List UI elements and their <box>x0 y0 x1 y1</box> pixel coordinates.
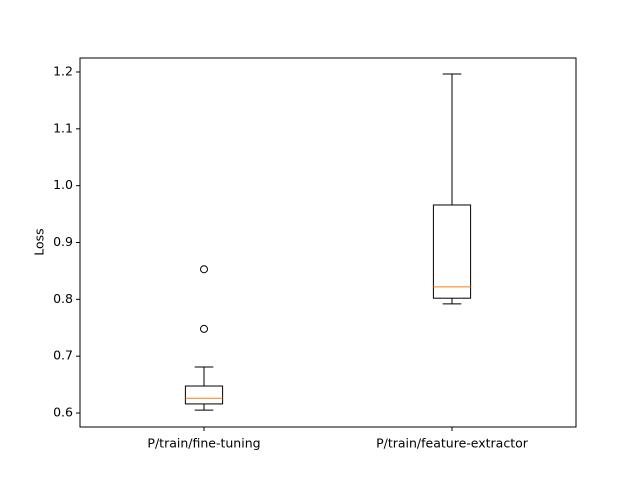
y-tick-label: 0.9 <box>53 234 73 249</box>
x-tick-label: P/train/fine-tuning <box>147 436 260 451</box>
y-tick-label: 0.6 <box>53 405 73 420</box>
box <box>432 204 472 299</box>
outlier <box>200 265 208 274</box>
y-tick-label: 0.7 <box>53 348 73 363</box>
y-axis-label: Loss <box>32 228 47 255</box>
y-tick-label: 1.2 <box>53 63 73 78</box>
axes-frame <box>79 57 577 428</box>
box <box>184 385 224 405</box>
y-tick-label: 1.1 <box>53 120 73 135</box>
x-tick-label: P/train/feature-extractor <box>376 436 529 451</box>
y-tick-label: 1.0 <box>53 177 73 192</box>
y-tick-label: 0.8 <box>53 291 73 306</box>
outlier <box>200 324 208 333</box>
